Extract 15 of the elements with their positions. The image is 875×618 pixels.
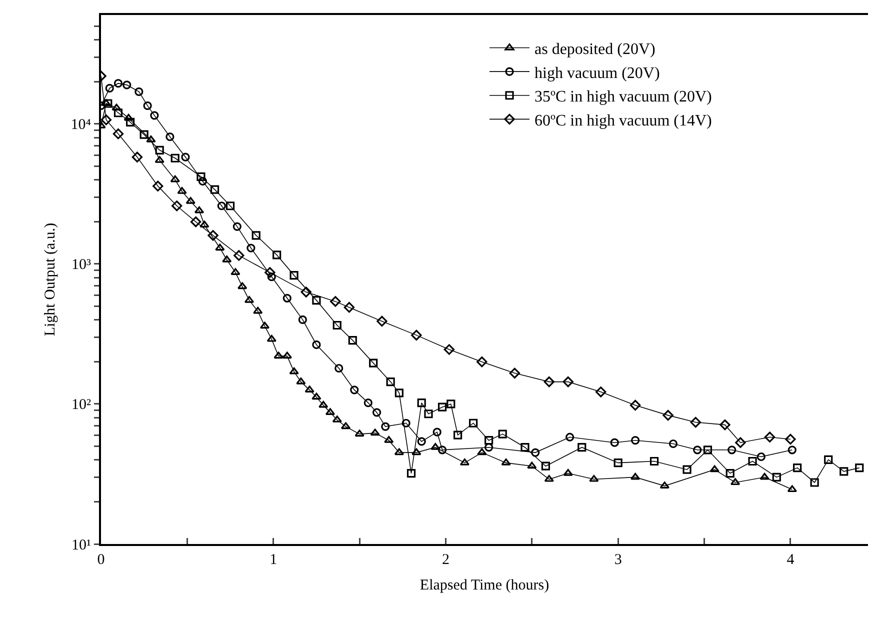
y-tick-label: 10² <box>72 397 92 414</box>
legend-label: 60ºC in high vacuum (14V) <box>534 112 712 130</box>
y-axis-title: Light Output (a.u.) <box>42 222 59 336</box>
legend-label: 35ºC in high vacuum (20V) <box>534 88 712 106</box>
legend-label: high vacuum (20V) <box>534 64 660 82</box>
x-tick-label: 1 <box>270 552 278 568</box>
y-tick-label: 10⁴ <box>70 117 91 134</box>
x-tick-label: 2 <box>442 552 450 568</box>
y-tick-label: 10¹ <box>72 537 91 554</box>
legend-label: as deposited (20V) <box>534 41 656 58</box>
x-axis-title: Elapsed Time (hours) <box>420 578 550 594</box>
x-tick-label: 4 <box>786 552 795 568</box>
x-tick-label: 0 <box>97 552 105 568</box>
y-tick-label: 10³ <box>72 257 92 274</box>
x-tick-label: 3 <box>614 552 622 568</box>
